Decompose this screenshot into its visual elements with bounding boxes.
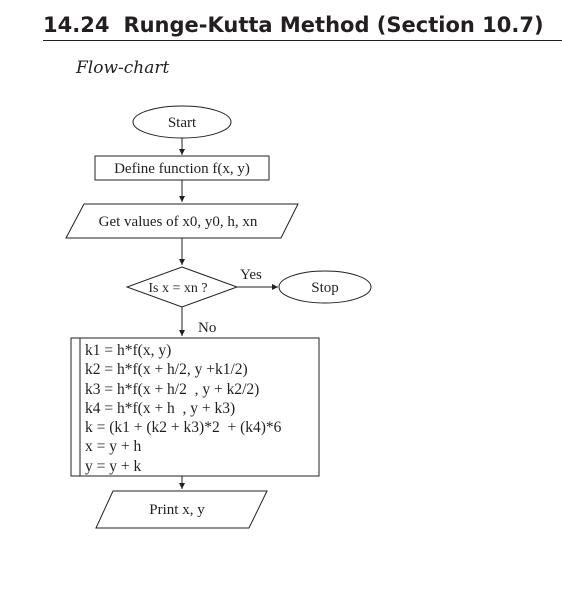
start-label: Start	[168, 115, 197, 131]
output-label: Print x, y	[149, 502, 205, 518]
define-function-box	[94, 155, 270, 181]
process-steps: k1 = h*f(x, y) k2 = h*f(x + h/2, y +k1/2…	[85, 341, 281, 476]
yes-label: Yes	[240, 267, 262, 283]
heading-rule	[43, 40, 562, 41]
process-line: k3 = h*f(x + h/2 , y + k2/2)	[85, 380, 260, 398]
process-box	[70, 337, 320, 477]
process-line: x = y + h	[85, 438, 142, 456]
input-parallelogram	[65, 203, 299, 239]
process-line: k2 = h*f(x + h/2, y +k1/2)	[85, 361, 248, 379]
define-function-label: Define function f(x, y)	[114, 161, 250, 177]
process-line: k = (k1 + (k2 + k3)*2 + (k4)*6	[85, 419, 282, 437]
stop-label: Stop	[311, 280, 339, 296]
section-number: 14.24	[43, 13, 110, 37]
decision-label: Is x = xn ?	[148, 281, 207, 296]
input-label: Get values of x0, y0, h, xn	[99, 214, 258, 230]
process-line: y = y + k	[85, 457, 142, 475]
flowchart-subtitle: Flow-chart	[76, 58, 170, 78]
output-parallelogram	[95, 490, 268, 529]
process-line: k1 = h*f(x, y)	[85, 342, 172, 359]
section-heading: 14.24 Runge-Kutta Method (Section 10.7)	[43, 13, 544, 37]
stop-terminal	[278, 270, 372, 304]
section-title: Runge-Kutta Method (Section 10.7)	[123, 13, 544, 37]
no-label: No	[198, 320, 216, 336]
process-line: k4 = h*f(x + h , y + k3)	[85, 399, 236, 417]
